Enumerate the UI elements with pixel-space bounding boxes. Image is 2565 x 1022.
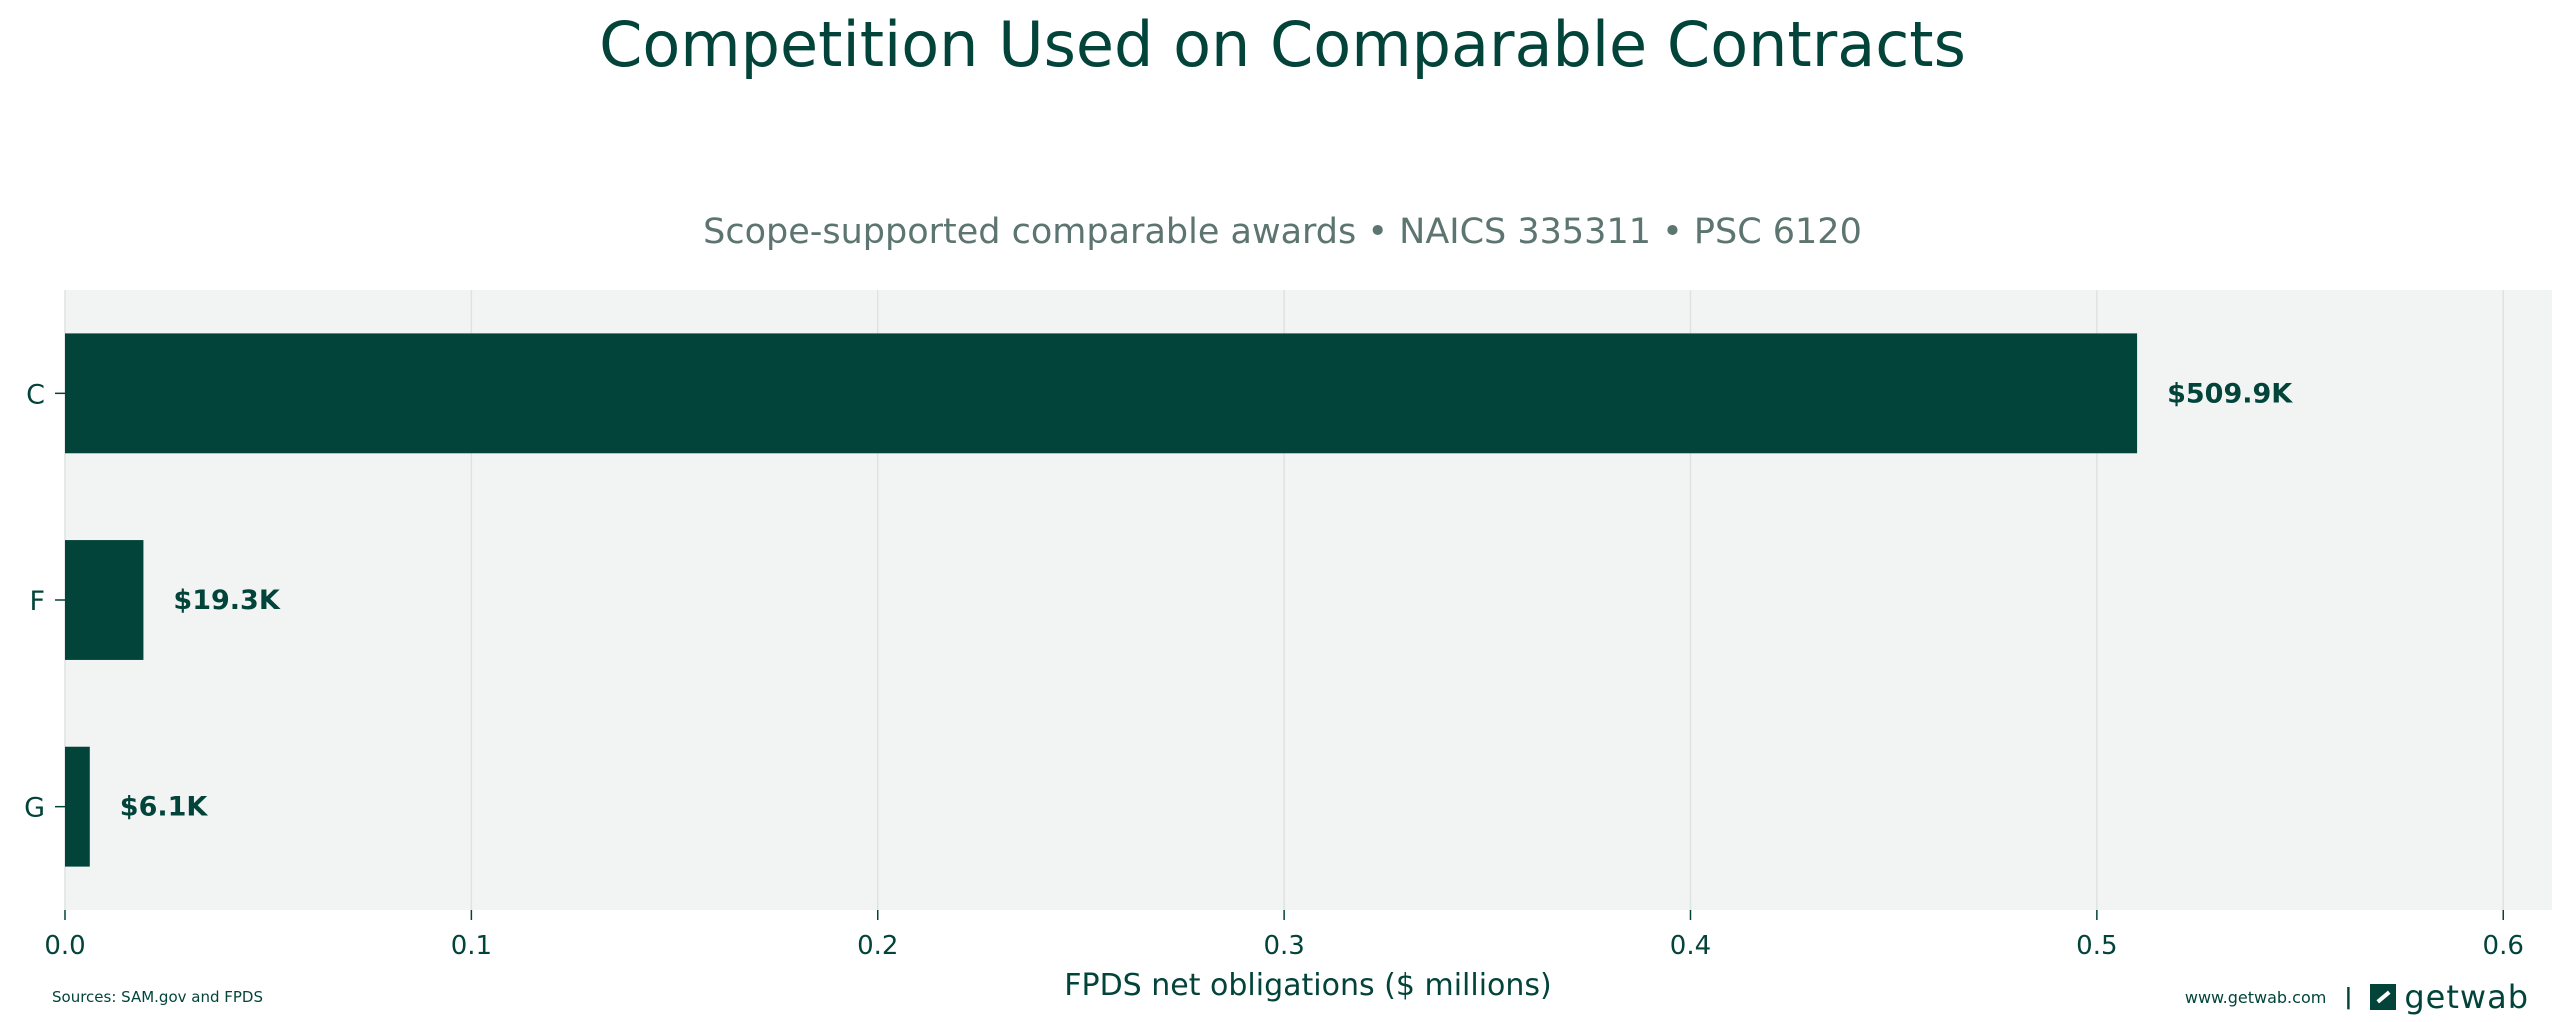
x-tick-label: 0.4	[1670, 931, 1711, 961]
bar-data-labels: $509.9K $19.3K $6.1K	[120, 378, 2293, 822]
website-link[interactable]: www.getwab.com	[2184, 987, 2327, 1007]
x-axis: 0.0 0.1 0.2 0.3 0.4 0.5 0.6	[44, 910, 2524, 961]
getwab-logo-icon	[2370, 984, 2397, 1010]
y-axis: C F G	[24, 379, 65, 824]
x-tick-label: 0.1	[451, 931, 492, 961]
bar	[65, 540, 144, 660]
sources-note: Sources: SAM.gov and FPDS	[52, 988, 264, 1006]
x-tick-label: 0.5	[2076, 931, 2117, 961]
brand: getwab	[2370, 978, 2529, 1016]
x-tick-label: 0.3	[1263, 931, 1304, 961]
footer-separator: |	[2344, 984, 2353, 1010]
footer-branding: www.getwab.com | getwab	[2185, 978, 2529, 1016]
y-tick-label: C	[26, 379, 45, 410]
x-tick-label: 0.2	[857, 931, 898, 961]
bars	[65, 333, 2138, 867]
bar-data-label: $19.3K	[173, 585, 280, 616]
y-tick-label: F	[29, 586, 45, 617]
bar-data-label: $509.9K	[2167, 378, 2293, 409]
bar-data-label: $6.1K	[120, 792, 209, 823]
chart-subtitle: Scope-supported comparable awards • NAIC…	[703, 212, 1862, 252]
x-axis-label: FPDS net obligations ($ millions)	[1064, 968, 1552, 1003]
brand-name: getwab	[2404, 978, 2529, 1016]
x-tick-label: 0.6	[2483, 931, 2524, 961]
x-tick-label: 0.0	[44, 931, 85, 961]
y-tick-label: G	[24, 793, 45, 824]
bar	[65, 333, 2138, 454]
chart-title: Competition Used on Comparable Contracts	[599, 8, 1966, 81]
bar	[65, 746, 90, 867]
